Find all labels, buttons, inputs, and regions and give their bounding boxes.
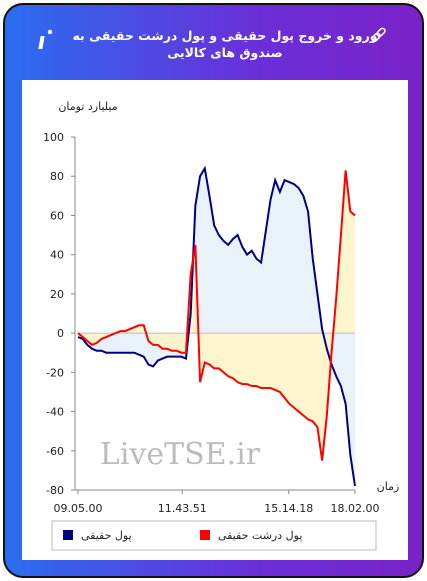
link-icon[interactable] xyxy=(371,27,386,43)
x-tick-label: 09.05.00 xyxy=(54,502,103,515)
line xyxy=(77,165,356,487)
y-tick-label: 20 xyxy=(50,288,64,301)
legend-swatch xyxy=(200,530,210,540)
x-tick-label: 18.02.00 xyxy=(331,502,380,515)
y-tick-label: -80 xyxy=(46,484,64,497)
card-title: ورود و خروج پول حقیقی و پول درشت حقیقی ب… xyxy=(72,28,378,60)
y-tick-label: 100 xyxy=(43,131,64,144)
legend-label: پول درشت حقیقی xyxy=(218,529,302,542)
y-tick-label: 0 xyxy=(57,327,64,340)
y-tick-label: -40 xyxy=(46,406,64,419)
legend-swatch xyxy=(63,530,73,540)
y-tick-label: 80 xyxy=(50,170,64,183)
y-tick-label: -20 xyxy=(46,366,64,379)
x-axis-label: زمان xyxy=(377,480,400,493)
legend-label: پول حقیقی xyxy=(81,529,132,542)
area xyxy=(78,170,355,461)
areas xyxy=(78,168,355,487)
y-axis-label: میلیارد تومان xyxy=(58,100,117,113)
y-tick-label: -60 xyxy=(46,445,64,458)
area xyxy=(78,168,355,487)
line xyxy=(77,170,356,461)
watermark: LiveTSE.ir xyxy=(100,437,261,472)
y-tick-label: 60 xyxy=(50,209,64,222)
x-tick-label: 15.14.18 xyxy=(264,502,313,515)
legend-box xyxy=(51,520,377,551)
y-tick-label: 40 xyxy=(50,249,64,262)
info-icon[interactable] xyxy=(38,29,53,49)
x-tick-label: 11.43.51 xyxy=(158,502,207,515)
